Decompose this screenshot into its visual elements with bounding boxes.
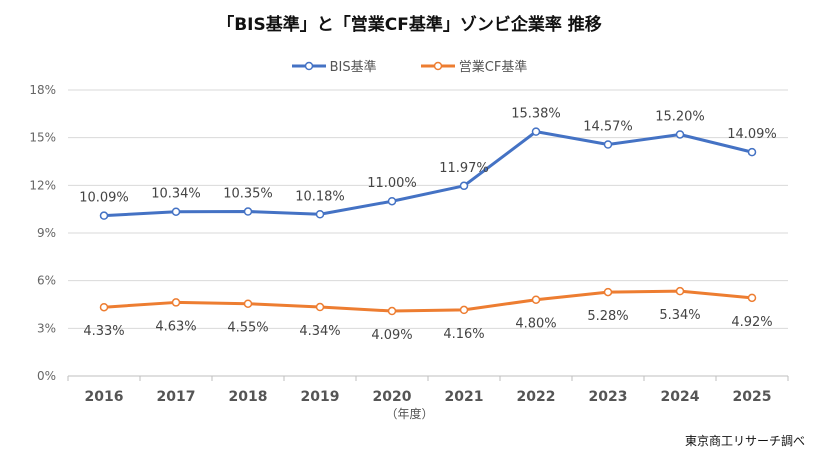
- y-tick-label: 3%: [37, 321, 56, 335]
- data-label: 4.09%: [371, 328, 412, 343]
- data-point: [675, 130, 685, 139]
- x-axis-label: （年度）: [385, 407, 434, 421]
- y-tick-label: 18%: [29, 83, 56, 97]
- data-point: [171, 298, 181, 307]
- x-tick-label: 2022: [517, 389, 556, 405]
- data-label: 5.34%: [659, 308, 700, 323]
- legend-item-cf: 営業CF基準: [420, 56, 528, 75]
- data-label: 4.80%: [515, 317, 556, 332]
- data-label: 4.55%: [227, 321, 268, 336]
- x-tick-label: 2024: [661, 389, 700, 405]
- legend-label: BIS基準: [329, 60, 377, 75]
- data-point: [171, 207, 181, 216]
- data-point: [603, 287, 613, 297]
- legend-marker-bis: [291, 61, 326, 70]
- data-label: 4.63%: [155, 319, 196, 334]
- data-point: [387, 306, 397, 316]
- data-point: [99, 302, 109, 312]
- data-label: 14.57%: [583, 119, 633, 134]
- legend-marker-cf: [420, 61, 455, 70]
- x-tick-label: 2018: [229, 389, 268, 405]
- data-point: [387, 196, 397, 206]
- data-point: [243, 207, 253, 216]
- data-point: [243, 299, 253, 308]
- x-tick-label: 2016: [85, 389, 124, 405]
- data-point: [747, 293, 757, 303]
- series-line-1: [103, 289, 753, 313]
- data-point: [603, 140, 613, 149]
- data-point: [531, 127, 541, 136]
- y-tick-label: 12%: [29, 178, 56, 192]
- data-point: [531, 295, 541, 304]
- data-label: 10.35%: [223, 187, 273, 202]
- series-line-0: [103, 130, 753, 218]
- y-tick-label: 15%: [29, 131, 56, 145]
- data-label: 10.09%: [79, 191, 129, 206]
- data-label: 11.97%: [439, 161, 489, 176]
- x-tick-label: 2025: [733, 389, 772, 405]
- x-tick-label: 2023: [589, 389, 628, 405]
- legend-item-bis: BIS基準: [291, 56, 377, 75]
- x-tick-label: 2021: [445, 389, 484, 405]
- data-point: [459, 181, 469, 191]
- data-point: [459, 305, 469, 315]
- x-tick-label: 2019: [301, 389, 340, 405]
- data-label: 10.18%: [295, 189, 345, 204]
- data-label: 10.34%: [151, 187, 201, 202]
- data-point: [675, 286, 685, 296]
- data-label: 15.38%: [511, 107, 561, 122]
- source-note: 東京商工リサーチ調べ: [684, 434, 805, 448]
- legend: BIS基準 営業CF基準: [0, 56, 819, 75]
- x-tick-label: 2020: [373, 389, 412, 405]
- x-tick-label: 2017: [157, 389, 196, 405]
- data-label: 4.33%: [83, 324, 124, 339]
- data-point: [315, 302, 325, 312]
- data-label: 14.09%: [727, 127, 777, 142]
- data-label: 4.34%: [299, 324, 340, 339]
- chart-title: 「BIS基準」と「営業CF基準」ゾンビ企業率 推移: [217, 15, 602, 35]
- y-tick-label: 9%: [37, 226, 56, 240]
- y-tick-label: 6%: [37, 274, 56, 288]
- data-point: [747, 147, 757, 157]
- data-point: [315, 210, 325, 219]
- data-point: [99, 211, 109, 220]
- data-label: 15.20%: [655, 109, 705, 124]
- data-label: 4.16%: [443, 327, 484, 342]
- data-label: 5.28%: [587, 309, 628, 324]
- y-tick-label: 0%: [37, 369, 56, 383]
- legend-label: 営業CF基準: [458, 60, 528, 75]
- data-label: 4.92%: [731, 315, 772, 330]
- data-label: 11.00%: [367, 176, 417, 191]
